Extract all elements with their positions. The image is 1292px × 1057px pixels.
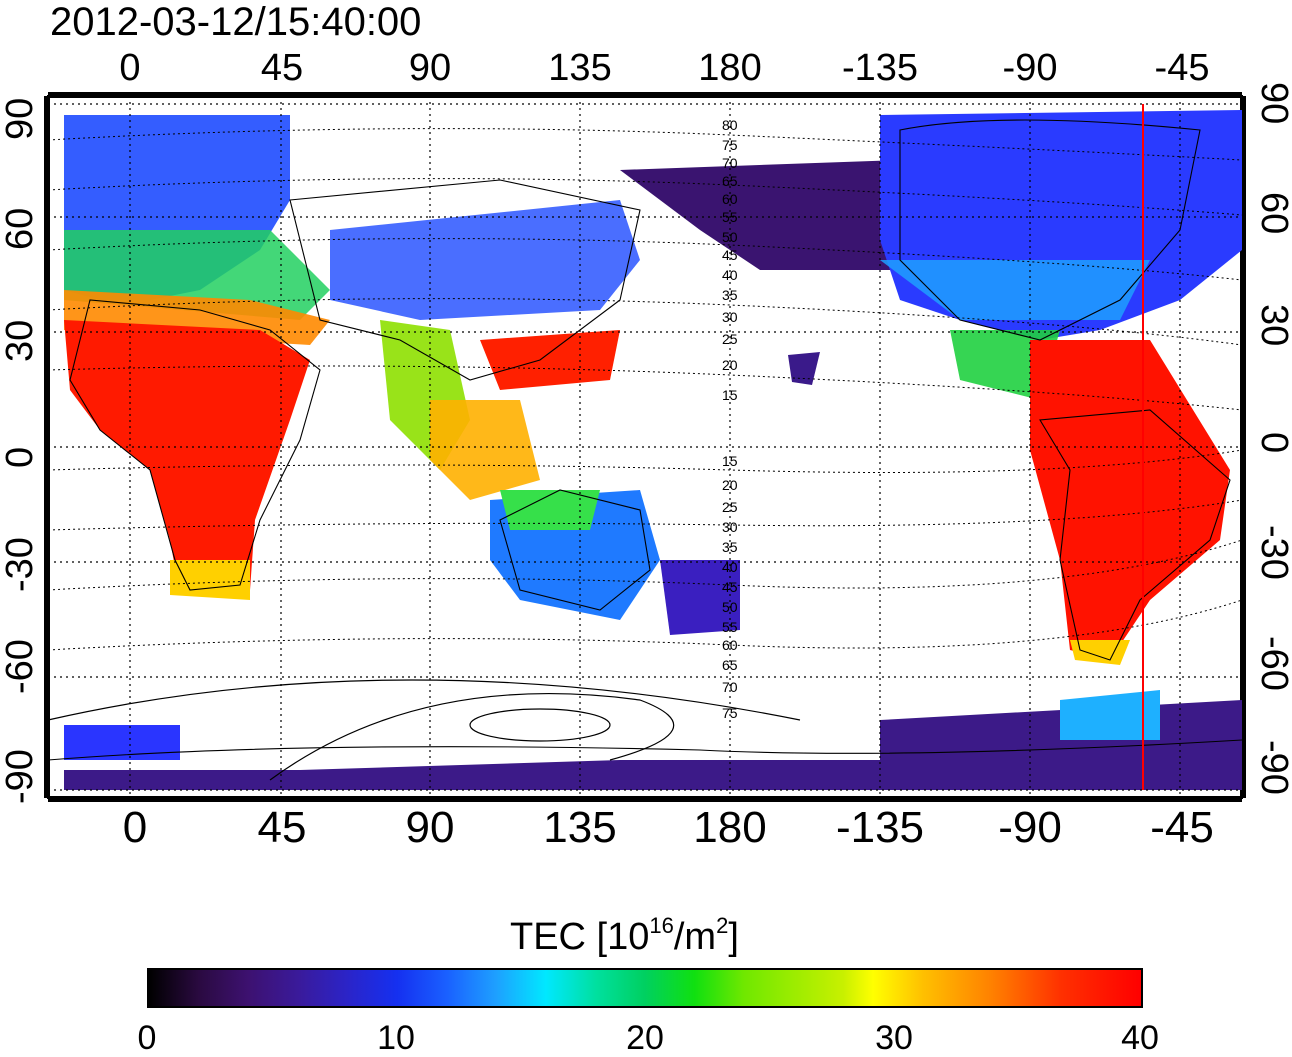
top-tick: 0: [119, 47, 141, 89]
tec-region-south-africa: [170, 560, 250, 600]
left-axis-bar: [44, 96, 50, 798]
contour-label: 30: [722, 309, 738, 325]
colorbar-tick: 0: [137, 1019, 157, 1057]
coastlines: [47, 119, 1243, 761]
contour-label: 55: [722, 209, 738, 225]
tec-region-west-antarctica: [64, 725, 180, 760]
contour-line: [47, 178, 1243, 216]
contour-label: 40: [722, 267, 738, 283]
contour-line: [269, 693, 675, 781]
contour-label: 65: [722, 657, 738, 673]
coastline-australia: [499, 489, 651, 611]
bottom-tick: 135: [543, 803, 617, 852]
top-tick: 90: [408, 47, 452, 89]
coastline-africa: [69, 299, 321, 591]
contour-label: 70: [722, 155, 738, 171]
timestamp-title: 2012-03-12/15:40:00: [50, 0, 422, 44]
tec-region-us-mid: [880, 260, 1150, 320]
top-tick: -45: [1154, 47, 1210, 89]
contour-line: [47, 539, 1243, 591]
tec-region-hawaii: [788, 352, 820, 385]
contour-line: [469, 708, 611, 742]
colorbar-tick: 10: [377, 1019, 415, 1057]
right-axis-bar: [1240, 96, 1246, 798]
colorbar-title: TEC [1016/m2]: [510, 906, 739, 957]
tec-data-layer: [64, 110, 1242, 790]
tec-region-north-australia: [500, 490, 600, 530]
contour-label: 65: [722, 173, 738, 189]
contour-label: 35: [722, 539, 738, 555]
colorbar-title-unit-exponent: 2: [716, 913, 729, 938]
coastline-asia: [289, 179, 641, 381]
bottom-tick: -135: [835, 803, 925, 852]
colorbar-tick: 30: [875, 1019, 913, 1057]
bottom-tick: 45: [257, 803, 307, 852]
bottom-tick: -90: [998, 803, 1062, 852]
tec-world-map: 80 75 70 65 60 55 50 45 40 35 30 25 20 1…: [44, 92, 1246, 802]
contour-label: 20: [722, 477, 738, 493]
contour-labels: 80 75 70 65 60 55 50 45 40 35 30 25 20 1…: [722, 117, 738, 721]
tec-region-africa: [64, 320, 310, 595]
colorbar-title-main: TEC [10: [510, 916, 650, 958]
colorbar-title-unit: /m: [673, 916, 717, 958]
coastline-antarctica: [47, 739, 1243, 761]
contour-label: 60: [722, 637, 738, 653]
tec-region-antarctica: [64, 700, 1242, 790]
contour-line: [47, 679, 801, 721]
contour-label: 60: [722, 191, 738, 207]
coastline-north-america: [899, 119, 1201, 341]
bottom-tick: -45: [1150, 803, 1214, 852]
contour-label: 75: [722, 705, 738, 721]
contour-label: 35: [722, 287, 738, 303]
top-tick: -135: [841, 47, 919, 89]
magnetic-contours: [47, 128, 1243, 651]
bottom-tick: 180: [693, 803, 767, 852]
tec-colorbar: [147, 968, 1143, 1008]
contour-line: [47, 298, 1243, 346]
colorbar-title-end: ]: [728, 916, 739, 958]
contour-label: 75: [722, 137, 738, 153]
contour-line: [47, 238, 1243, 281]
coastline-south-america: [1039, 409, 1231, 661]
contour-label: 70: [722, 679, 738, 695]
contour-label: 40: [722, 559, 738, 575]
south-polar-contours: [47, 679, 801, 781]
top-tick: 45: [260, 47, 304, 89]
contour-label: 45: [722, 579, 738, 595]
colorbar-tick: 40: [1121, 1019, 1159, 1057]
contour-label: 15: [722, 453, 738, 469]
contour-label: 30: [722, 519, 738, 535]
contour-line: [47, 499, 1243, 531]
contour-line: [47, 365, 1243, 411]
tec-region-siberia: [620, 160, 900, 270]
contour-label: 20: [722, 357, 738, 373]
colorbar-tick: 20: [626, 1019, 664, 1057]
contour-label: 45: [722, 247, 738, 263]
contour-label: 50: [722, 229, 738, 245]
contour-label: 80: [722, 117, 738, 133]
tec-region-antarctic-peninsula: [1060, 690, 1160, 740]
top-tick: 135: [548, 47, 612, 89]
contour-line: [47, 128, 1243, 161]
top-tick: -90: [1002, 47, 1058, 89]
tec-region-east-asia: [480, 330, 620, 390]
contour-label: 55: [722, 619, 738, 635]
tec-region-asia: [330, 200, 640, 320]
contour-line: [47, 599, 1243, 651]
bottom-tick: 90: [405, 803, 455, 852]
top-tick: 180: [698, 47, 762, 89]
contour-label: 50: [722, 599, 738, 615]
bottom-tick: 0: [122, 803, 148, 852]
top-axis-bar: [48, 92, 1242, 98]
contour-label: 25: [722, 331, 738, 347]
colorbar-title-exponent: 16: [649, 913, 674, 938]
contour-label: 15: [722, 387, 738, 403]
tec-region-new-zealand: [660, 560, 740, 635]
contour-label: 25: [722, 499, 738, 515]
tec-region-patagonia: [1070, 640, 1130, 665]
contour-line: [47, 449, 1243, 473]
bottom-axis-bar: [48, 796, 1242, 802]
tec-region-indonesia: [430, 400, 540, 500]
